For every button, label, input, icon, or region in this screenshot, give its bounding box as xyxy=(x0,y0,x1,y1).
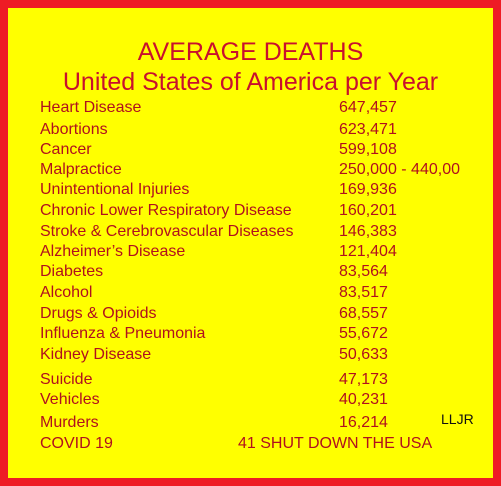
death-count: 647,457 xyxy=(339,99,397,116)
cause-label: Unintentional Injuries xyxy=(40,181,190,198)
death-count: 250,000 - 440,00 xyxy=(339,161,460,178)
death-count: 83,564 xyxy=(339,263,388,280)
cause-label: Chronic Lower Respiratory Disease xyxy=(40,202,292,219)
death-count: 599,108 xyxy=(339,141,397,158)
death-count: 68,557 xyxy=(339,305,388,322)
cause-label: COVID 19 xyxy=(40,435,113,452)
cause-label: Heart Disease xyxy=(40,99,142,116)
list-item: Murders 16,214 xyxy=(8,413,493,433)
death-count: 47,173 xyxy=(339,371,388,388)
cause-label: Diabetes xyxy=(40,263,104,280)
cause-label: Malpractice xyxy=(40,161,122,178)
cause-label: Abortions xyxy=(40,121,108,138)
cause-label: Murders xyxy=(40,414,99,431)
cause-label: Alzheimer’s Disease xyxy=(40,243,186,260)
cause-label: Influenza & Pneumonia xyxy=(40,325,206,342)
list-item: Heart Disease 647,457 xyxy=(8,98,493,118)
list-item: Alcohol 83,517 xyxy=(8,283,493,303)
list-item: Cancer 599,108 xyxy=(8,140,493,160)
death-count: 40,231 xyxy=(339,391,388,408)
death-count: 623,471 xyxy=(339,121,397,138)
cause-label: Vehicles xyxy=(40,391,100,408)
death-count: 169,936 xyxy=(339,181,397,198)
cause-label: Kidney Disease xyxy=(40,346,152,363)
list-item: Malpractice 250,000 - 440,00 xyxy=(8,160,493,180)
death-count: 55,672 xyxy=(339,325,388,342)
cause-label: Cancer xyxy=(40,141,92,158)
list-item: Vehicles 40,231 xyxy=(8,390,493,410)
poster-title: AVERAGE DEATHS xyxy=(137,38,364,66)
cause-label: Stroke & Cerebrovascular Diseases xyxy=(40,223,294,240)
list-item: Chronic Lower Respiratory Disease 160,20… xyxy=(8,201,493,221)
death-count: 83,517 xyxy=(339,284,388,301)
death-count: 146,383 xyxy=(339,223,397,240)
cause-label: Alcohol xyxy=(40,284,93,301)
list-item: Influenza & Pneumonia 55,672 xyxy=(8,324,493,344)
list-item: Alzheimer’s Disease 121,404 xyxy=(8,242,493,262)
covid-note: 41 SHUT DOWN THE USA xyxy=(238,435,433,452)
author-signature: LLJR xyxy=(441,411,474,427)
death-count: 121,404 xyxy=(339,243,397,260)
death-count: 50,633 xyxy=(339,346,388,363)
list-item: Abortions 623,471 xyxy=(8,120,493,140)
list-item: Diabetes 83,564 xyxy=(8,262,493,282)
list-item: Kidney Disease 50,633 xyxy=(8,345,493,365)
death-count: 16,214 xyxy=(339,414,388,431)
cause-label: Suicide xyxy=(40,371,93,388)
poster-subtitle: United States of America per Year xyxy=(62,68,439,96)
list-item: Drugs & Opioids 68,557 xyxy=(8,304,493,324)
list-item: Stroke & Cerebrovascular Diseases 146,38… xyxy=(8,222,493,242)
cause-label: Drugs & Opioids xyxy=(40,305,157,322)
list-item: Unintentional Injuries 169,936 xyxy=(8,180,493,200)
death-count: 160,201 xyxy=(339,202,397,219)
covid-row: COVID 19 41 SHUT DOWN THE USA xyxy=(8,434,493,454)
list-item: Suicide 47,173 xyxy=(8,370,493,390)
